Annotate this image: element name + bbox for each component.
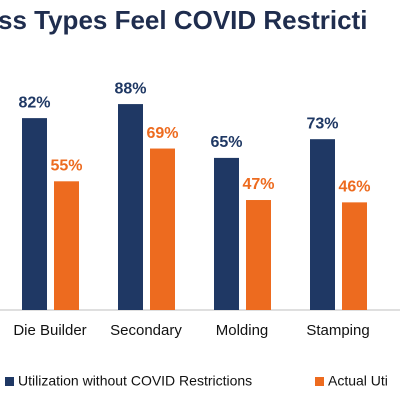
x-tick-label: Secondary	[110, 322, 182, 339]
bar	[54, 181, 79, 310]
data-label: 47%	[242, 176, 274, 193]
bar	[118, 104, 143, 310]
bar	[150, 148, 175, 310]
bar	[214, 157, 239, 310]
x-tick-label: Molding	[216, 322, 269, 339]
data-label: 88%	[114, 80, 146, 97]
legend-label: Utilization without COVID Restrictions	[18, 373, 252, 389]
data-label: 46%	[338, 179, 370, 196]
chart-title: ss Types Feel COVID Restricti	[0, 5, 367, 35]
x-tick-label: Stamping	[306, 322, 369, 339]
data-label: 82%	[18, 94, 50, 111]
bar	[310, 139, 335, 310]
data-label: 55%	[50, 158, 82, 175]
legend-swatch	[5, 377, 14, 386]
bar	[246, 200, 271, 310]
bar	[342, 202, 367, 310]
data-label: 65%	[210, 134, 242, 151]
data-label: 69%	[146, 125, 178, 142]
x-tick-label: Die Builder	[13, 322, 86, 339]
data-label: 73%	[306, 115, 338, 132]
legend-label: Actual Uti	[328, 373, 388, 389]
bar	[22, 118, 47, 311]
legend-swatch	[315, 377, 324, 386]
